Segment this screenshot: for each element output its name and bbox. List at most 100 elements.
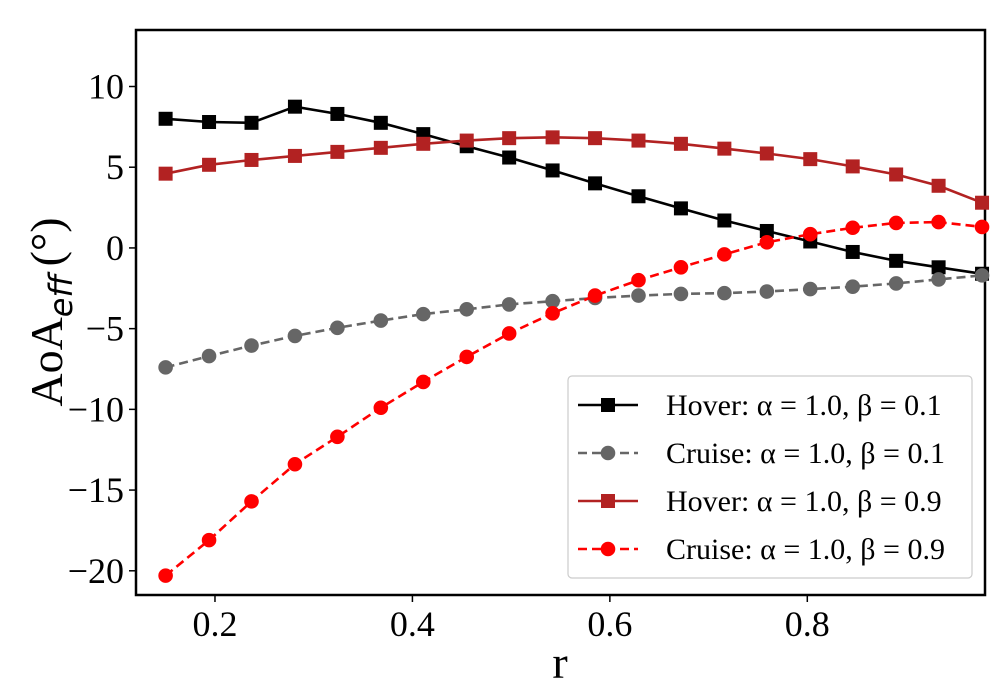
data-point-hover-3	[373, 140, 388, 155]
data-point-cruise-2	[974, 268, 990, 283]
y-tick-label: −20	[68, 551, 124, 591]
data-point-cruise-4	[673, 260, 689, 275]
legend: Hover: α = 1.0, β = 0.1 Cruise: α = 1.0, …	[567, 375, 973, 579]
data-point-hover-1	[158, 111, 173, 126]
legend-marker-cruise-4	[600, 541, 616, 557]
data-point-cruise-4	[201, 532, 217, 548]
x-tick-label: 0.4	[390, 604, 435, 644]
data-point-hover-3	[545, 130, 560, 145]
data-point-hover-1	[287, 99, 302, 114]
data-point-hover-1	[845, 244, 860, 259]
data-point-cruise-2	[631, 288, 646, 303]
data-point-cruise-2	[501, 297, 517, 312]
data-point-hover-3	[588, 131, 603, 146]
legend-marker-cruise-2	[600, 445, 616, 461]
y-tick-label: −15	[68, 470, 124, 510]
data-point-cruise-4	[845, 220, 861, 236]
legend-label-cruise-4: Cruise: α = 1.0, β = 0.9	[666, 533, 945, 566]
data-point-hover-1	[673, 201, 688, 216]
data-point-cruise-2	[717, 285, 732, 301]
y-axis-title: AoAeff (°)	[21, 217, 80, 406]
legend-label-cruise-2: Cruise: α = 1.0, β = 0.1	[666, 437, 945, 470]
y-tick-label: −5	[86, 309, 124, 349]
data-point-cruise-2	[802, 281, 818, 297]
data-point-hover-3	[803, 152, 818, 167]
data-point-hover-1	[502, 150, 517, 165]
data-point-hover-3	[759, 146, 774, 161]
data-point-hover-3	[158, 166, 173, 181]
data-point-cruise-2	[373, 313, 389, 328]
x-axis-title: r	[552, 637, 567, 688]
data-point-cruise-2	[931, 272, 946, 287]
data-point-cruise-2	[888, 276, 904, 291]
data-point-hover-3	[287, 148, 302, 163]
data-point-hover-1	[717, 213, 732, 228]
data-point-cruise-2	[673, 286, 689, 302]
data-point-hover-1	[244, 115, 259, 130]
y-tick-label: 0	[106, 228, 124, 268]
data-point-cruise-2	[287, 328, 303, 344]
x-tick-label: 0.2	[192, 604, 237, 644]
data-point-cruise-4	[587, 288, 603, 303]
data-point-cruise-4	[330, 429, 345, 445]
data-point-cruise-4	[802, 226, 818, 242]
legend-marker-hover-1	[601, 398, 615, 412]
series-cruise-2	[158, 268, 990, 375]
data-point-hover-1	[202, 115, 217, 130]
data-point-cruise-2	[459, 301, 475, 317]
y-axis-title-unit: (°)	[21, 217, 72, 266]
data-point-cruise-4	[974, 219, 990, 235]
y-axis-title-subscript: eff	[42, 271, 80, 318]
data-point-cruise-4	[759, 234, 775, 250]
data-point-cruise-2	[201, 348, 217, 364]
data-point-cruise-2	[158, 360, 173, 375]
data-point-cruise-4	[931, 214, 946, 230]
data-point-cruise-4	[545, 306, 560, 321]
data-point-hover-1	[889, 253, 904, 268]
y-tick-label: 5	[106, 147, 124, 187]
data-point-cruise-2	[845, 279, 861, 294]
data-point-hover-1	[545, 163, 560, 178]
legend-box	[567, 375, 973, 579]
data-point-hover-3	[244, 152, 259, 167]
series-hover-3	[158, 130, 990, 210]
data-point-cruise-2	[759, 284, 775, 299]
data-point-cruise-4	[287, 456, 303, 472]
x-tick-label: 0.6	[587, 604, 632, 644]
data-point-cruise-4	[158, 568, 173, 583]
y-tick-label: 10	[88, 67, 124, 107]
data-point-cruise-2	[244, 338, 259, 353]
legend-label-hover-3: Hover: α = 1.0, β = 0.9	[666, 485, 942, 518]
data-point-hover-3	[202, 157, 217, 172]
data-point-hover-3	[975, 195, 990, 210]
series-layer	[158, 99, 990, 583]
data-point-hover-3	[631, 133, 646, 148]
data-point-hover-1	[330, 106, 345, 121]
data-point-cruise-4	[501, 326, 517, 341]
data-point-hover-1	[373, 115, 388, 130]
legend-marker-hover-3	[601, 494, 615, 508]
data-point-hover-1	[588, 176, 603, 191]
data-point-hover-3	[459, 133, 474, 148]
data-point-hover-1	[931, 260, 946, 275]
data-point-hover-3	[416, 136, 431, 151]
y-axis-title-main: AoA	[21, 317, 72, 406]
data-point-hover-3	[889, 167, 904, 182]
data-point-hover-3	[717, 141, 732, 156]
y-axis: 10 5 0 −5 −10 −15 −20	[68, 67, 136, 591]
x-axis: 0.2 0.4 0.6 0.8	[192, 595, 830, 644]
data-point-hover-3	[330, 144, 345, 159]
data-point-cruise-4	[244, 494, 259, 509]
data-point-cruise-4	[631, 272, 646, 288]
series-line-hover-1	[165, 105, 983, 276]
data-point-hover-3	[673, 136, 688, 151]
data-point-cruise-4	[717, 247, 732, 262]
data-point-hover-3	[845, 159, 860, 174]
data-point-cruise-4	[415, 374, 431, 390]
x-tick-label: 0.8	[785, 604, 830, 644]
data-point-cruise-2	[415, 306, 431, 322]
data-point-hover-1	[631, 189, 646, 204]
legend-label-hover-1: Hover: α = 1.0, β = 0.1	[666, 389, 942, 422]
data-point-hover-3	[931, 178, 946, 193]
